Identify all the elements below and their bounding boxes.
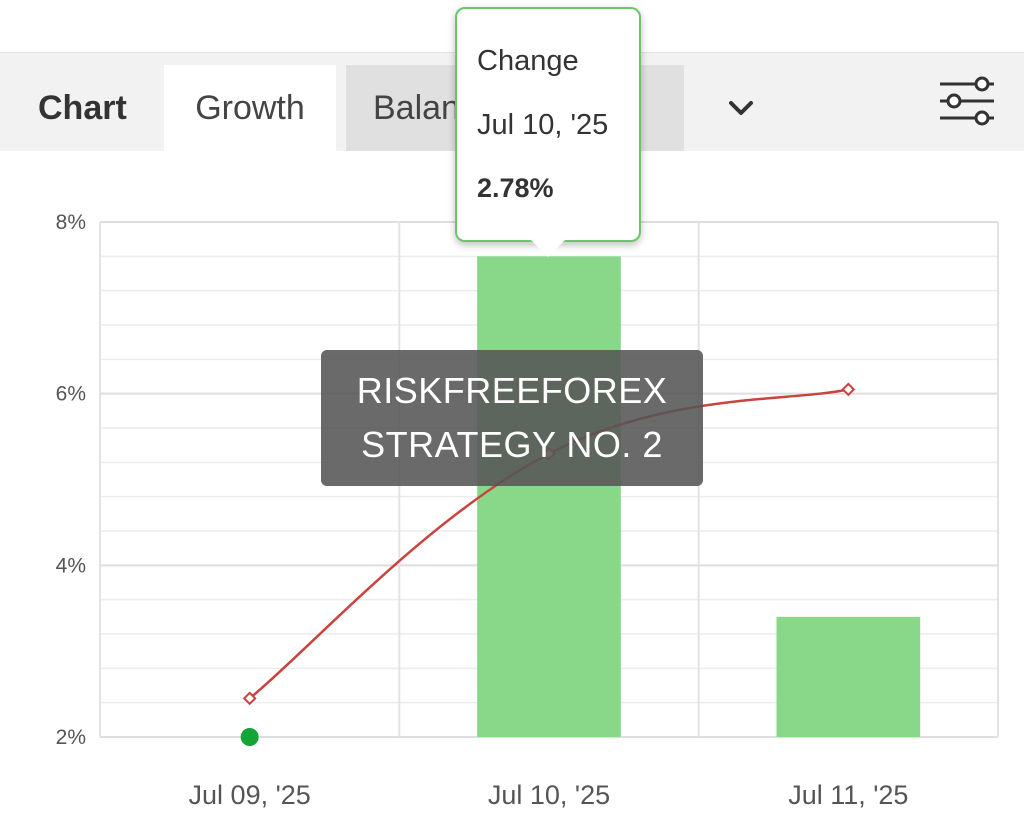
- y-axis-ticks: 2% 4% 6% 8%: [56, 211, 86, 749]
- tooltip-value: 2.78%: [477, 173, 554, 203]
- watermark-line-1: RISKFREEFOREX: [356, 370, 668, 411]
- tooltip-date: Jul 10, '25: [477, 109, 609, 141]
- more-tabs-button[interactable]: [726, 65, 756, 151]
- chart-section-title: Chart: [38, 88, 127, 127]
- y-tick-label: 8%: [56, 211, 86, 234]
- chevron-down-icon: [729, 101, 753, 115]
- y-tick-label: 6%: [56, 383, 86, 406]
- tooltip-pointer: [531, 240, 565, 257]
- tab-growth[interactable]: Growth: [164, 65, 336, 151]
- bar[interactable]: [776, 616, 921, 737]
- chart-settings-button[interactable]: [938, 74, 996, 128]
- data-point-dot[interactable]: [240, 728, 259, 746]
- sliders-icon: [940, 76, 994, 126]
- x-axis-ticks: Jul 09, '25 Jul 10, '25 Jul 11, '25: [189, 780, 909, 810]
- line-point[interactable]: [242, 691, 257, 706]
- x-tick-label: Jul 10, '25: [488, 780, 610, 810]
- tooltip-title: Change: [477, 45, 579, 77]
- chart-bars: [477, 256, 921, 737]
- y-tick-label: 2%: [56, 726, 86, 749]
- chart-tooltip: Change Jul 10, '25 2.78%: [455, 7, 641, 242]
- line-point[interactable]: [841, 382, 856, 397]
- bar[interactable]: [477, 256, 621, 737]
- watermark-line-2: STRATEGY NO. 2: [361, 424, 663, 465]
- y-tick-label: 4%: [56, 554, 86, 577]
- x-tick-label: Jul 09, '25: [189, 780, 311, 810]
- x-tick-label: Jul 11, '25: [788, 780, 908, 810]
- strategy-watermark: RISKFREEFOREX STRATEGY NO. 2: [321, 350, 703, 486]
